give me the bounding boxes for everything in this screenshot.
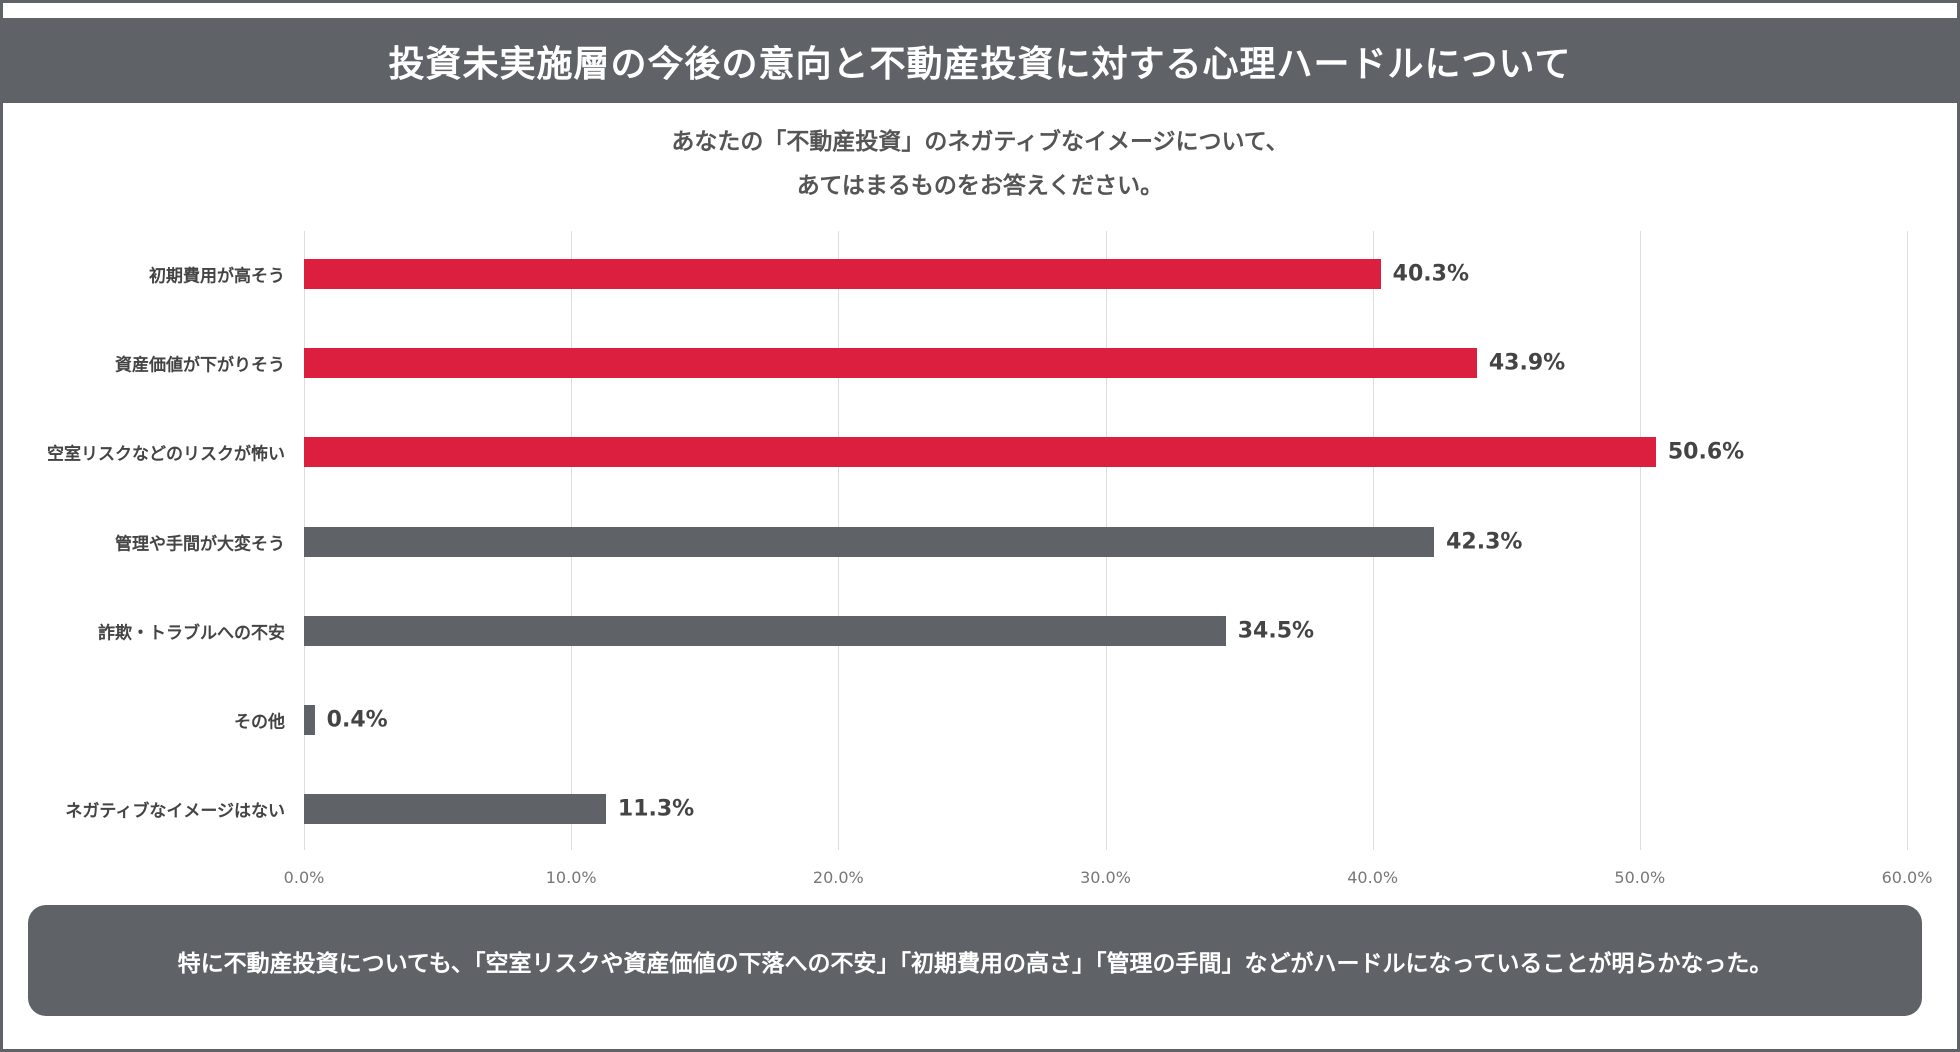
value-label: 34.5% bbox=[1237, 618, 1315, 644]
gridline bbox=[1907, 231, 1908, 850]
value-label: 42.3% bbox=[1446, 529, 1523, 555]
x-tick-label: 10.0% bbox=[545, 868, 597, 887]
value-label: 43.9% bbox=[1488, 350, 1566, 376]
bar bbox=[304, 705, 315, 735]
bar bbox=[304, 615, 1226, 646]
x-tick-label: 40.0% bbox=[1347, 868, 1399, 887]
value-label: 0.4% bbox=[326, 707, 388, 733]
x-tick-label: 50.0% bbox=[1614, 868, 1666, 887]
summary-note: 特に不動産投資についても、「空室リスクや資産価値の下落への不安」「初期費用の高さ… bbox=[28, 905, 1922, 1016]
category-label: 管理や手間が大変そう bbox=[115, 534, 285, 555]
x-tick-label: 30.0% bbox=[1080, 868, 1131, 887]
question-line-2: あてはまるものをお答えください。 bbox=[796, 173, 1164, 199]
category-label: 空室リスクなどのリスクが怖い bbox=[47, 444, 285, 465]
value-label: 11.3% bbox=[617, 796, 695, 822]
category-label: 初期費用が高そう bbox=[149, 266, 285, 287]
x-tick-label: 20.0% bbox=[812, 868, 864, 887]
category-label: 資産価値が下がりそう bbox=[115, 355, 285, 376]
bar bbox=[304, 348, 1477, 379]
x-tick-label: 60.0% bbox=[1881, 868, 1933, 887]
category-label: 詐欺・トラブルへの不安 bbox=[98, 623, 285, 644]
question-line-1: あなたの「不動産投資」のネガティブなイメージについて、 bbox=[671, 129, 1289, 155]
gridline bbox=[1639, 231, 1641, 850]
category-label: その他 bbox=[234, 712, 285, 733]
value-label: 40.3% bbox=[1392, 261, 1469, 287]
x-tick-label: 0.0% bbox=[283, 868, 325, 887]
bar bbox=[304, 526, 1435, 557]
bar bbox=[304, 259, 1381, 289]
page-title: 投資未実施層の今後の意向と不動産投資に対する心理ハードルについて bbox=[3, 18, 1957, 103]
bar bbox=[304, 794, 606, 825]
category-label: ネガティブなイメージはない bbox=[65, 801, 285, 822]
bar bbox=[304, 437, 1656, 468]
value-label: 50.6% bbox=[1667, 439, 1745, 465]
